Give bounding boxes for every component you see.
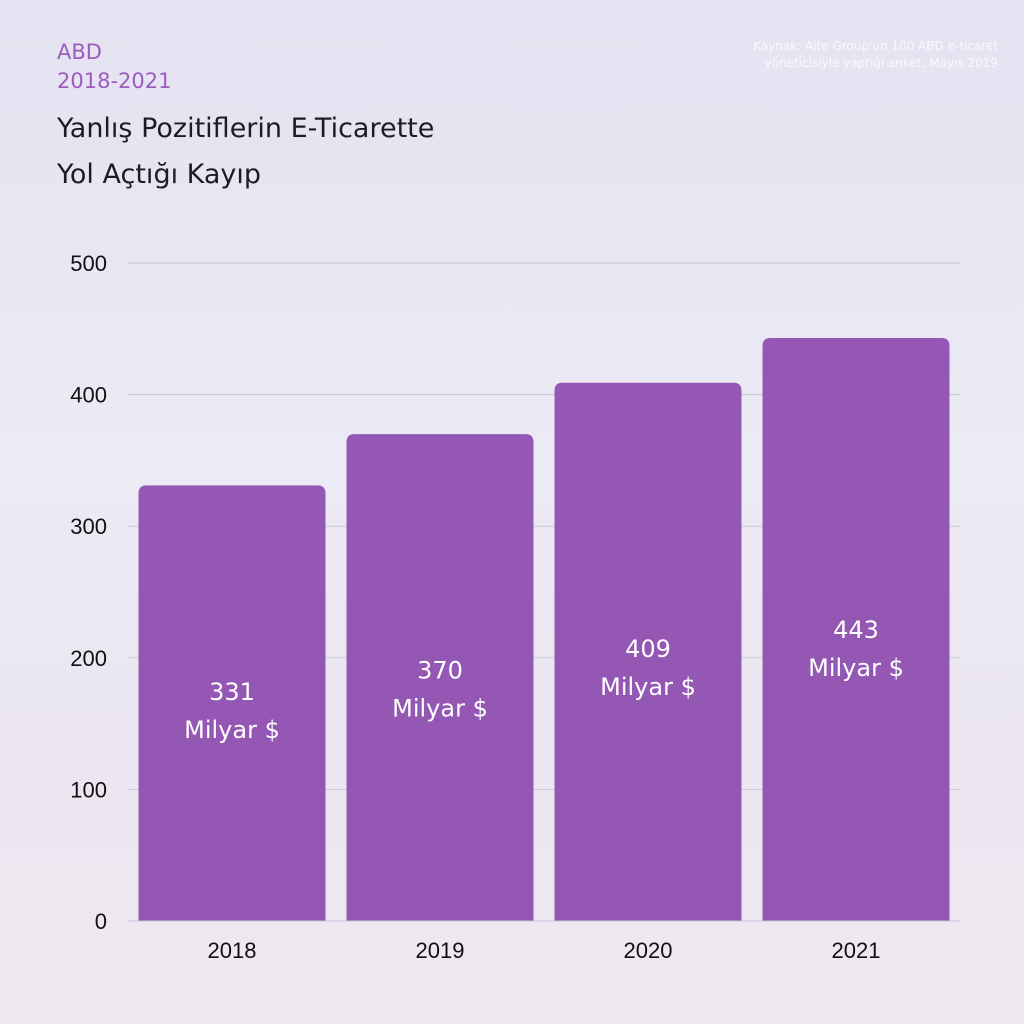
bar bbox=[138, 485, 326, 921]
chart-title-line-2: Yol Açtığı Kayıp bbox=[57, 159, 262, 190]
y-tick-label: 400 bbox=[70, 383, 107, 408]
bar-value-unit: Milyar $ bbox=[600, 673, 696, 701]
y-tick-label: 500 bbox=[70, 251, 107, 276]
y-tick-label: 0 bbox=[95, 909, 107, 934]
x-tick-label: 2020 bbox=[624, 938, 673, 963]
bar bbox=[554, 382, 742, 922]
bar-value-unit: Milyar $ bbox=[808, 654, 904, 682]
bar-value-label: 331 bbox=[209, 678, 255, 706]
x-tick-label: 2019 bbox=[416, 938, 465, 963]
chart-header: ABD 2018-2021 Yanlış Pozitiflerin E-Tica… bbox=[57, 38, 617, 198]
y-tick-label: 100 bbox=[70, 777, 107, 802]
bar-value-label: 370 bbox=[417, 656, 463, 684]
bar bbox=[762, 338, 950, 922]
bar-value-unit: Milyar $ bbox=[392, 694, 488, 722]
region-label: ABD bbox=[57, 40, 102, 64]
y-tick-label: 300 bbox=[70, 514, 107, 539]
chart-title: Yanlış Pozitiflerin E-Ticarette Yol Açtı… bbox=[57, 106, 617, 198]
bar-value-label: 409 bbox=[625, 635, 671, 663]
period-label: 2018-2021 bbox=[57, 69, 172, 93]
bar-value-unit: Milyar $ bbox=[184, 716, 280, 744]
x-tick-label: 2018 bbox=[208, 938, 257, 963]
bar bbox=[346, 434, 534, 921]
source-note: Kaynak: Aite Group'un 100 ABD e-ticaret … bbox=[753, 39, 998, 70]
y-tick-label: 200 bbox=[70, 646, 107, 671]
x-tick-label: 2021 bbox=[832, 938, 881, 963]
chart-title-line-1: Yanlış Pozitiflerin E-Ticarette bbox=[57, 113, 435, 144]
bar-value-label: 443 bbox=[833, 616, 879, 644]
